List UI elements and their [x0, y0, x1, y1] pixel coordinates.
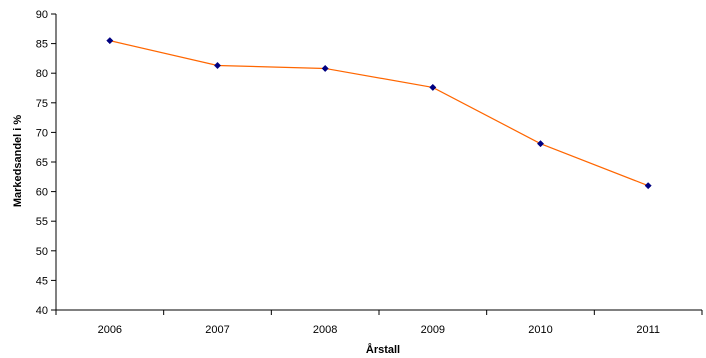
y-axis: 40 45 50 55 60 65 70 75 80 85 90: [36, 9, 57, 317]
data-point: [429, 83, 437, 91]
y-tick-label: 45: [36, 275, 48, 287]
series-layer: [106, 37, 652, 190]
y-tick-label: 40: [36, 305, 48, 317]
y-tick-label: 90: [36, 9, 48, 21]
data-point: [644, 182, 652, 190]
x-tick-label: 2007: [205, 324, 229, 336]
y-tick-label: 65: [36, 157, 48, 169]
x-tick-label: 2006: [98, 324, 122, 336]
x-tick-label: 2010: [528, 324, 552, 336]
data-point: [321, 64, 329, 73]
x-tick-label: 2008: [313, 324, 337, 336]
y-tick-label: 55: [36, 216, 48, 228]
y-tick-label: 60: [36, 187, 48, 199]
data-point: [536, 140, 545, 148]
y-tick-label: 80: [36, 68, 48, 80]
y-tick-label: 70: [36, 127, 48, 139]
series-line: [109, 40, 649, 187]
y-axis-title: Markedsandel i %: [12, 115, 24, 208]
x-tick-label: 2011: [636, 324, 660, 336]
data-point: [106, 37, 114, 45]
x-axis-title: Årstall: [366, 343, 400, 356]
data-point: [213, 61, 222, 70]
x-tick-label: 2009: [421, 324, 445, 336]
y-tick-label: 75: [36, 98, 48, 110]
x-axis: 2006 2007 2008 2009 2010 2011: [55, 309, 703, 336]
y-tick-label: 50: [36, 246, 48, 258]
y-tick-label: 85: [36, 39, 48, 51]
